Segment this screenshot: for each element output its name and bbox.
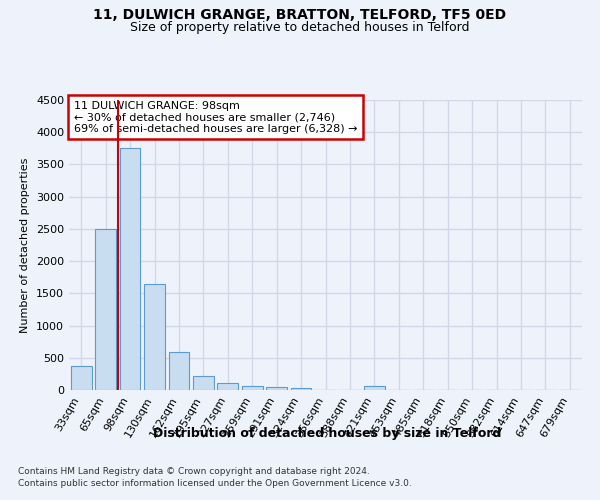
Y-axis label: Number of detached properties: Number of detached properties xyxy=(20,158,31,332)
Bar xyxy=(266,388,287,390)
Text: 11 DULWICH GRANGE: 98sqm
← 30% of detached houses are smaller (2,746)
69% of sem: 11 DULWICH GRANGE: 98sqm ← 30% of detach… xyxy=(74,100,358,134)
Bar xyxy=(95,229,116,390)
Text: Contains public sector information licensed under the Open Government Licence v3: Contains public sector information licen… xyxy=(18,479,412,488)
Text: Size of property relative to detached houses in Telford: Size of property relative to detached ho… xyxy=(130,21,470,34)
Text: Contains HM Land Registry data © Crown copyright and database right 2024.: Contains HM Land Registry data © Crown c… xyxy=(18,467,370,476)
Bar xyxy=(144,284,165,390)
Bar xyxy=(290,388,311,390)
Bar xyxy=(364,386,385,390)
Bar xyxy=(119,148,140,390)
Bar xyxy=(169,352,190,390)
Bar xyxy=(217,383,238,390)
Text: Distribution of detached houses by size in Telford: Distribution of detached houses by size … xyxy=(153,428,501,440)
Bar xyxy=(71,366,92,390)
Bar xyxy=(193,376,214,390)
Text: 11, DULWICH GRANGE, BRATTON, TELFORD, TF5 0ED: 11, DULWICH GRANGE, BRATTON, TELFORD, TF… xyxy=(94,8,506,22)
Bar xyxy=(242,386,263,390)
